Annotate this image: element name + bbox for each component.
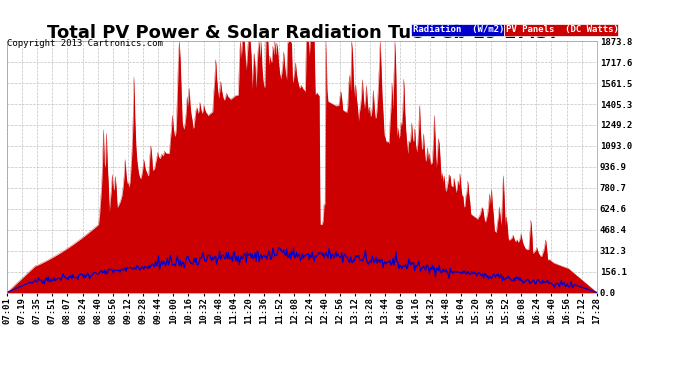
Text: PV Panels  (DC Watts): PV Panels (DC Watts) (506, 25, 619, 34)
Text: Copyright 2013 Cartronics.com: Copyright 2013 Cartronics.com (7, 39, 163, 48)
Text: Total PV Power & Solar Radiation Tue Feb 19 17:37: Total PV Power & Solar Radiation Tue Feb… (47, 24, 560, 42)
Text: Radiation  (W/m2): Radiation (W/m2) (413, 25, 504, 34)
